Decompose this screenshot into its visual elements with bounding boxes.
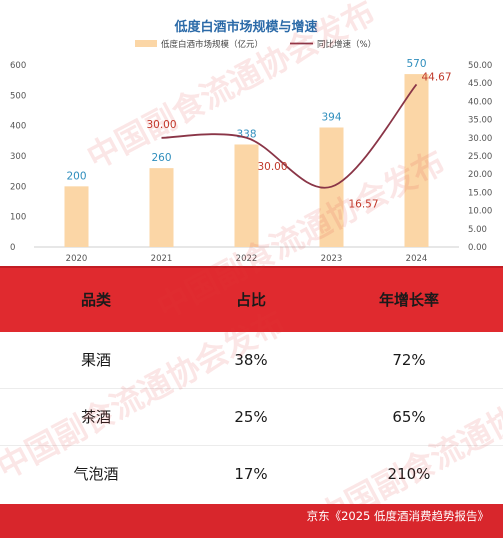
- x-tick-label: 2023: [321, 254, 343, 264]
- cell-growth: 65%: [392, 408, 426, 426]
- x-tick-label: 2022: [236, 254, 258, 264]
- left-tick-label: 100: [10, 213, 26, 223]
- left-tick-label: 300: [10, 152, 26, 162]
- left-tick-label: 200: [10, 182, 26, 192]
- chart-title: 低度白酒市场规模与增速: [173, 19, 317, 35]
- left-tick-label: 0: [10, 243, 15, 253]
- growth-line: [161, 83, 418, 189]
- x-tick-label: 2021: [151, 254, 173, 264]
- bar: [234, 144, 259, 247]
- source-footer: 京东《2025 低度酒消费趋势报告》: [0, 504, 503, 528]
- left-tick-label: 500: [10, 91, 26, 101]
- x-tick-label: 2020: [66, 254, 88, 264]
- cell-category: 气泡酒: [73, 465, 119, 483]
- table-row: 果酒 38% 72%: [0, 332, 503, 389]
- right-tick-label: 50.00: [468, 61, 492, 71]
- legend-label-line: 同比增速（%）: [317, 39, 376, 50]
- legend-label-bar: 低度白酒市场规模（亿元）: [161, 39, 263, 50]
- bar: [149, 168, 174, 247]
- line-value-label: 30.00: [257, 161, 287, 173]
- cell-share: 17%: [234, 465, 268, 483]
- line-value-label: 30.00: [146, 119, 176, 131]
- right-tick-label: 45.00: [468, 79, 492, 89]
- cell-category: 茶酒: [80, 408, 112, 426]
- line-value-label: 16.57: [348, 199, 378, 211]
- source-text: 京东《2025 低度酒消费趋势报告》: [306, 509, 489, 523]
- right-tick-label: 10.00: [468, 207, 492, 217]
- header-category: 品类: [80, 291, 112, 309]
- cell-growth: 72%: [392, 351, 426, 369]
- line-value-label: 44.67: [421, 71, 451, 83]
- right-tick-label: 5.00: [468, 225, 487, 235]
- right-tick-label: 15.00: [468, 188, 492, 198]
- bar-value-label: 394: [321, 111, 341, 123]
- cell-category: 果酒: [80, 351, 112, 369]
- right-tick-label: 0.00: [468, 243, 487, 253]
- right-tick-label: 20.00: [468, 170, 492, 180]
- header-growth: 年增长率: [378, 291, 440, 309]
- bar: [64, 186, 89, 247]
- bar-value-label: 200: [66, 170, 86, 182]
- chart-card: 低度白酒市场规模与增速低度白酒市场规模（亿元） 同比增速（%） 0 100 200 300…: [0, 0, 503, 268]
- left-tick-label: 400: [10, 122, 26, 132]
- table-row: 气泡酒 17% 210%: [0, 446, 503, 504]
- bar-value-label: 570: [406, 58, 426, 70]
- bar-value-label: 260: [151, 152, 171, 164]
- right-tick-label: 25.00: [468, 152, 492, 162]
- cell-share: 25%: [234, 408, 268, 426]
- right-tick-label: 30.00: [468, 134, 492, 144]
- cell-share: 38%: [234, 351, 268, 369]
- table-row: 茶酒 25% 65%: [0, 389, 503, 446]
- left-tick-label: 600: [10, 61, 26, 71]
- cell-growth: 210%: [387, 465, 431, 483]
- table-header: 品类 占比 年增长率: [0, 268, 503, 332]
- legend-swatch-bar: [135, 40, 157, 47]
- header-share: 占比: [235, 291, 267, 309]
- x-tick-label: 2024: [406, 254, 428, 264]
- right-tick-label: 35.00: [468, 116, 492, 126]
- bar: [404, 74, 429, 247]
- category-table: 品类 占比 年增长率 果酒 38% 72% 茶酒 25% 65% 气泡酒 17%…: [0, 268, 503, 504]
- right-tick-label: 40.00: [468, 97, 492, 107]
